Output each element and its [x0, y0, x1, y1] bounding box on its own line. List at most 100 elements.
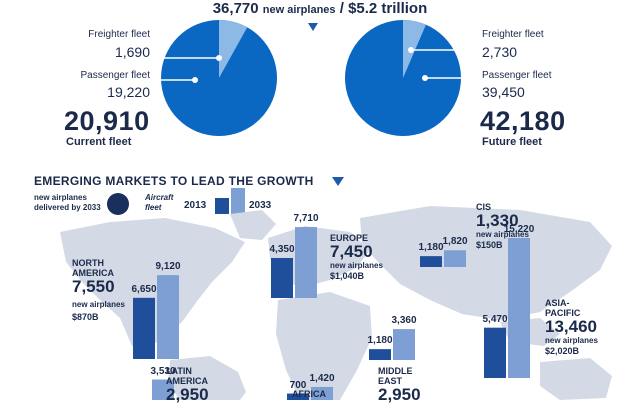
- region-eu-value: $1,040B: [330, 271, 365, 281]
- bar-label-na-2013: 6,650: [131, 283, 157, 295]
- bar-eu-2013: [271, 257, 293, 298]
- south-america-shape: [168, 356, 246, 400]
- bar-label-ap-2033: 15,220: [503, 223, 535, 235]
- bar-label-eu-2033: 7,710: [293, 213, 319, 225]
- legend-year-2013: 2013: [184, 200, 207, 211]
- map-continents: [60, 206, 612, 400]
- region-north-america: NORTH AMERICA 7,550 new airplanes $870B: [72, 258, 125, 322]
- north-america-shape: [60, 218, 245, 350]
- region-eu-new-label: new airplanes: [330, 261, 383, 270]
- headline-airplanes: 36,770: [212, 0, 259, 17]
- bar-label-me-2013: 1,180: [367, 335, 393, 347]
- headline-separator: /: [339, 0, 344, 17]
- region-cis-name: CIS: [476, 202, 492, 212]
- region-ap-value: $2,020B: [545, 346, 580, 356]
- future-fleet-total: 42,180: [480, 106, 566, 136]
- bar-label-af-2013: 700: [289, 379, 307, 391]
- current-fleet-total: 20,910: [64, 106, 150, 136]
- bar-label-eu-2013: 4,350: [269, 243, 295, 255]
- region-la-new: 2,950: [166, 385, 209, 404]
- bar-af-2013: [287, 393, 309, 400]
- passenger-dot-1: [192, 77, 198, 83]
- region-me-name-1: MIDDLE: [378, 366, 413, 376]
- headline-airplanes-label: new airplanes: [262, 4, 336, 16]
- headline-value: $5.2 trillion: [348, 0, 428, 17]
- region-cis-value: $150B: [476, 240, 503, 250]
- region-na-new-label: new airplanes: [72, 300, 125, 309]
- future-fleet-caption: Future fleet: [482, 136, 542, 148]
- current-fleet-caption: Current fleet: [66, 136, 132, 148]
- freighter-dot-1: [216, 55, 222, 61]
- region-africa: AFRICA: [292, 389, 326, 399]
- region-na-name-1: NORTH: [72, 258, 104, 268]
- section-title: EMERGING MARKETS TO LEAD THE GROWTH: [34, 174, 314, 188]
- section-arrow-icon: [332, 177, 344, 186]
- bar-label-na-2033: 9,120: [155, 261, 181, 273]
- current-passenger-label: Passenger fleet: [80, 70, 151, 81]
- asia-shape: [360, 206, 612, 320]
- region-na-new: 7,550: [72, 277, 115, 296]
- region-me-new: 2,950: [378, 385, 421, 404]
- pie-charts: [158, 20, 478, 136]
- region-na-value: $870B: [72, 312, 99, 322]
- future-fleet-freighter-slice: [403, 20, 426, 78]
- bar-me-2033: [393, 329, 415, 360]
- legend-new-airplanes-line1: new airplanes: [34, 193, 87, 202]
- region-me-name-2: EAST: [378, 376, 403, 386]
- region-latin-america: LATIN AMERICA 2,950: [166, 366, 209, 404]
- future-passenger-label: Passenger fleet: [482, 70, 552, 81]
- bar-ap-2033: [508, 237, 530, 378]
- region-cis-new-label: new airplanes: [476, 230, 529, 239]
- future-freighter-value: 2,730: [482, 44, 518, 60]
- freighter-dot-2: [408, 47, 414, 53]
- region-cis: CIS 1,330 new airplanes $150B: [476, 202, 529, 250]
- bar-ap-2013: [484, 327, 506, 378]
- current-passenger-value: 19,220: [107, 84, 150, 100]
- current-fleet-freighter-slice: [219, 20, 248, 78]
- future-passenger-value: 39,450: [482, 84, 525, 100]
- region-europe: EUROPE 7,450 new airplanes $1,040B: [330, 233, 383, 281]
- legend-new-airplanes-line2: delivered by 2033: [34, 203, 101, 212]
- region-eu-new: 7,450: [330, 242, 373, 261]
- bar-cis-2033: [444, 250, 466, 267]
- legend-aircraft-line1: Aircraft: [145, 193, 174, 202]
- region-ap-new-label: new airplanes: [545, 336, 598, 345]
- region-eu-name: EUROPE: [330, 233, 369, 243]
- region-na-name-2: AMERICA: [72, 268, 114, 278]
- region-middle-east: MIDDLE EAST 2,950: [378, 366, 421, 404]
- bar-na-2013: [133, 297, 155, 359]
- bar-label-la-2033: 3,530: [150, 365, 176, 377]
- legend-aircraft-line2: fleet: [145, 203, 162, 212]
- legend-swatch-2033: [231, 188, 245, 214]
- bar-eu-2033: [295, 227, 317, 298]
- africa-shape: [276, 292, 372, 400]
- region-ap-new: 13,460: [545, 317, 597, 336]
- bar-cis-2013: [420, 256, 442, 267]
- region-asia-pacific: ASIA- PACIFIC 13,460 new airplanes $2,02…: [545, 298, 598, 356]
- region-la-name-1: LATIN: [166, 366, 192, 376]
- legend-circle-icon: [107, 193, 129, 215]
- australia-shape: [540, 358, 612, 400]
- future-freighter-label: Freighter fleet: [482, 29, 544, 40]
- current-freighter-label: Freighter fleet: [88, 29, 150, 40]
- bar-label-af-2033: 1,420: [309, 372, 335, 384]
- legend-year-2033: 2033: [249, 200, 272, 211]
- bar-na-2033: [157, 275, 179, 359]
- greenland-shape: [230, 210, 276, 240]
- current-freighter-value: 1,690: [114, 44, 150, 60]
- bar-label-cis-2013: 1,180: [418, 242, 444, 254]
- europe-shape: [268, 226, 370, 288]
- bar-label-ap-2013: 5,470: [482, 313, 508, 325]
- headline-arrow-icon: [308, 23, 318, 31]
- bar-af-2033: [311, 386, 333, 400]
- region-ap-name-2: PACIFIC: [545, 308, 581, 318]
- passenger-dot-2: [422, 75, 428, 81]
- fleet-bars: [133, 227, 530, 400]
- region-ap-name-1: ASIA-: [545, 298, 570, 308]
- bar-label-me-2033: 3,360: [391, 315, 417, 327]
- bar-label-cis-2033: 1,820: [442, 236, 468, 248]
- region-cis-new: 1,330: [476, 211, 519, 230]
- bar-la-2033: [152, 379, 174, 400]
- legend-swatch-2013: [215, 198, 229, 214]
